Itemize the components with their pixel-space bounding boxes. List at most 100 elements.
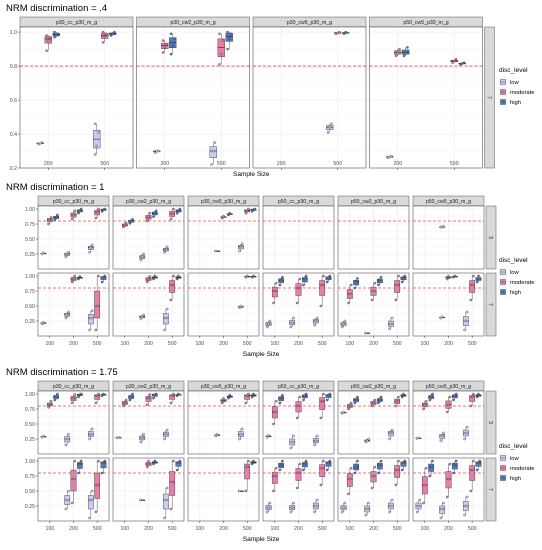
data-point	[395, 399, 399, 403]
y-tick-label: 1.00	[25, 459, 35, 465]
data-point	[245, 274, 249, 278]
data-point	[93, 153, 97, 156]
data-point	[465, 495, 469, 499]
box-moderate	[169, 471, 176, 496]
data-point	[429, 395, 433, 399]
data-point	[289, 510, 293, 514]
data-point	[94, 510, 98, 514]
x-tick-label: 500	[93, 341, 102, 347]
x-tick-label: 500	[318, 341, 327, 347]
data-point	[77, 471, 80, 475]
data-point	[77, 211, 80, 215]
data-point	[302, 283, 305, 287]
panel	[187, 390, 260, 455]
panel	[337, 457, 410, 522]
data-point	[139, 498, 143, 502]
section-title: NRM discrimination = 1.75	[6, 367, 118, 378]
x-tick-label: 200	[69, 341, 78, 347]
data-point	[377, 401, 380, 405]
data-point	[54, 216, 58, 219]
panel-strip-label: p50_cw5_p30_m_g	[426, 199, 471, 205]
data-point	[353, 401, 357, 405]
data-point	[172, 392, 175, 396]
legend-label: low	[510, 456, 520, 462]
data-point	[370, 486, 374, 490]
panel-strip-label: p30_cc_p30_m_g	[56, 20, 97, 26]
x-tick-label: 500	[168, 526, 177, 532]
data-point	[111, 32, 115, 36]
panel-border	[112, 390, 185, 455]
data-point	[348, 477, 352, 481]
data-point	[319, 416, 323, 420]
data-point	[131, 392, 134, 396]
data-point	[290, 440, 294, 444]
data-point	[327, 461, 330, 465]
x-tick-label: 100	[46, 341, 55, 347]
data-point	[73, 209, 77, 213]
data-point	[218, 32, 221, 36]
data-point	[314, 319, 318, 323]
data-point	[153, 211, 157, 215]
data-point	[274, 466, 278, 470]
data-point	[239, 245, 243, 249]
box-moderate	[469, 280, 476, 293]
data-point	[415, 510, 419, 514]
data-point	[45, 34, 48, 37]
data-point	[353, 471, 357, 475]
data-point	[122, 225, 125, 229]
data-point	[64, 255, 68, 259]
data-point	[227, 396, 230, 400]
data-point	[452, 59, 456, 63]
data-point	[90, 427, 94, 431]
data-point	[79, 207, 83, 211]
panel-strip-label: p30_cw5_p30_m_g	[201, 384, 246, 390]
data-point	[477, 461, 480, 465]
data-point	[124, 398, 128, 402]
box-moderate	[271, 471, 278, 484]
data-point	[40, 141, 44, 144]
x-tick-label: 100	[121, 341, 130, 347]
data-point	[274, 281, 278, 285]
data-point	[274, 399, 278, 403]
data-point	[470, 283, 474, 287]
data-point	[153, 459, 157, 463]
data-point	[53, 30, 56, 34]
data-point	[172, 274, 175, 278]
data-point	[78, 209, 82, 213]
data-point	[139, 258, 143, 262]
data-point	[238, 437, 241, 441]
data-point	[90, 243, 94, 247]
data-point	[250, 210, 254, 213]
data-point	[454, 392, 458, 396]
panel	[187, 272, 260, 337]
data-point	[265, 435, 269, 439]
data-point	[406, 46, 409, 49]
data-point	[477, 392, 480, 396]
data-point	[454, 58, 458, 61]
panel-strip-label: p30_cw2_p30_m_g	[126, 384, 171, 390]
panel	[136, 26, 250, 169]
box-high	[76, 462, 83, 469]
data-point	[78, 275, 82, 278]
data-point	[422, 407, 425, 411]
data-point	[177, 274, 180, 278]
data-point	[354, 398, 358, 402]
y-tick-label: 0.2	[10, 166, 17, 172]
panel	[262, 457, 335, 522]
data-point	[470, 395, 474, 399]
data-point	[319, 483, 323, 487]
data-point	[70, 217, 74, 221]
data-point	[88, 437, 91, 441]
data-point	[268, 501, 272, 505]
data-point	[373, 281, 377, 285]
x-tick-label: 100	[421, 526, 430, 532]
data-point	[148, 211, 152, 215]
x-tick-label: 500	[243, 341, 252, 347]
x-tick-label: 200	[144, 341, 153, 347]
y-tick-label: 0.50	[25, 489, 35, 495]
data-point	[145, 403, 149, 407]
y-tick-label: 1.00	[25, 274, 35, 280]
data-point	[239, 432, 243, 436]
data-point	[240, 427, 244, 431]
data-point	[148, 393, 152, 396]
